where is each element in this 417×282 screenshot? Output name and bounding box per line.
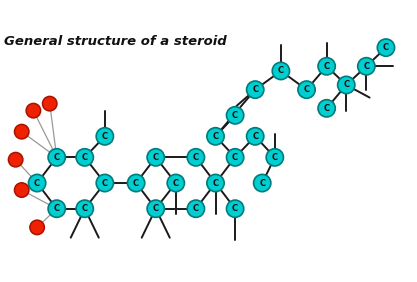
Circle shape [28, 174, 46, 192]
Text: C: C [232, 153, 238, 162]
Circle shape [15, 124, 29, 139]
Circle shape [128, 174, 145, 192]
Text: C: C [153, 153, 159, 162]
Text: C: C [193, 153, 199, 162]
Text: C: C [252, 85, 258, 94]
Circle shape [246, 128, 264, 145]
Text: C: C [102, 179, 108, 188]
Circle shape [26, 103, 40, 118]
Text: C: C [173, 179, 179, 188]
Circle shape [226, 200, 244, 217]
Text: C: C [193, 204, 199, 213]
Circle shape [254, 174, 271, 192]
Text: C: C [54, 204, 60, 213]
Circle shape [207, 128, 224, 145]
Circle shape [147, 200, 164, 217]
Text: C: C [324, 62, 330, 71]
Text: C: C [82, 204, 88, 213]
Text: C: C [212, 179, 219, 188]
Circle shape [298, 81, 315, 98]
Circle shape [266, 149, 284, 166]
Circle shape [246, 81, 264, 98]
Circle shape [48, 149, 65, 166]
Text: C: C [153, 204, 159, 213]
Text: C: C [383, 43, 389, 52]
Circle shape [207, 174, 224, 192]
Text: C: C [102, 132, 108, 141]
Circle shape [76, 149, 93, 166]
Circle shape [187, 200, 204, 217]
Circle shape [338, 76, 355, 94]
Circle shape [76, 200, 93, 217]
Text: C: C [54, 153, 60, 162]
Circle shape [358, 58, 375, 75]
Circle shape [167, 174, 184, 192]
Text: C: C [133, 179, 139, 188]
Circle shape [8, 153, 23, 167]
Circle shape [377, 39, 394, 56]
Circle shape [272, 62, 289, 80]
Circle shape [226, 149, 244, 166]
Text: C: C [363, 62, 369, 71]
Circle shape [187, 149, 204, 166]
Text: C: C [304, 85, 310, 94]
Text: C: C [343, 80, 349, 89]
Text: C: C [252, 132, 258, 141]
Text: C: C [259, 179, 265, 188]
Text: C: C [212, 132, 219, 141]
Text: C: C [324, 104, 330, 113]
Text: C: C [278, 67, 284, 76]
Circle shape [318, 58, 335, 75]
Circle shape [226, 107, 244, 124]
Circle shape [48, 200, 65, 217]
Circle shape [318, 100, 335, 117]
Circle shape [15, 183, 29, 197]
Text: C: C [272, 153, 278, 162]
Circle shape [96, 128, 113, 145]
Circle shape [96, 174, 113, 192]
Circle shape [43, 96, 57, 111]
Text: C: C [34, 179, 40, 188]
Text: General structure of a steroid: General structure of a steroid [5, 35, 227, 48]
Circle shape [30, 220, 44, 235]
Text: C: C [232, 204, 238, 213]
Text: C: C [232, 111, 238, 120]
Text: C: C [82, 153, 88, 162]
Circle shape [147, 149, 164, 166]
